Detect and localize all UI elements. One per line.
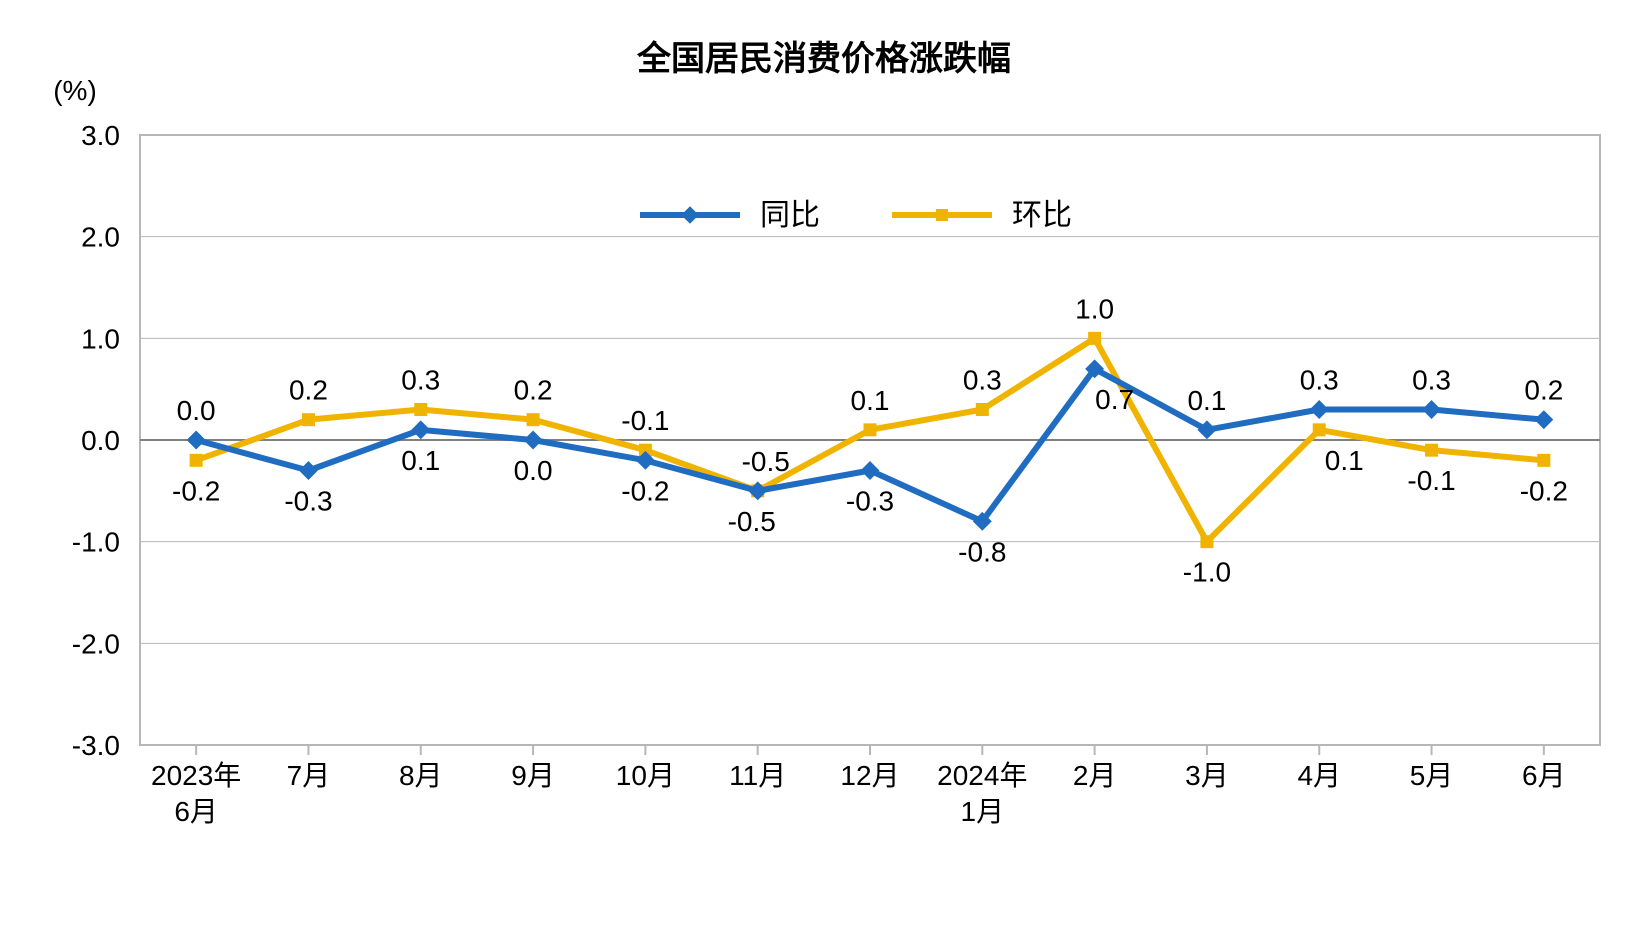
data-label-yoy: 0.2 bbox=[1524, 375, 1563, 406]
marker-mom bbox=[864, 424, 876, 436]
y-tick-label: 0.0 bbox=[81, 425, 120, 456]
x-tick-label: 10月 bbox=[616, 760, 675, 791]
data-label-yoy: -0.2 bbox=[621, 475, 669, 506]
legend-marker-mom bbox=[936, 209, 948, 221]
legend-label-mom: 环比 bbox=[1012, 199, 1072, 232]
data-label-mom: -0.1 bbox=[621, 405, 669, 436]
chart-bg bbox=[0, 0, 1649, 946]
y-unit-label: (%) bbox=[53, 75, 97, 106]
x-tick-label: 9月 bbox=[511, 760, 555, 791]
marker-mom bbox=[190, 454, 202, 466]
x-tick-label: 6月 bbox=[174, 796, 218, 827]
legend-label-yoy: 同比 bbox=[760, 199, 820, 232]
data-label-mom: -0.1 bbox=[1407, 465, 1455, 496]
marker-mom bbox=[1313, 424, 1325, 436]
data-label-yoy: 0.0 bbox=[514, 455, 553, 486]
y-tick-label: 3.0 bbox=[81, 120, 120, 151]
marker-mom bbox=[302, 414, 314, 426]
data-label-yoy: 0.1 bbox=[1187, 385, 1226, 416]
cpi-chart: 全国居民消费价格涨跌幅 (%) 3.0 2.0 1.0 0.0 -1.0 -2.0 -3.0 20… bbox=[0, 0, 1649, 946]
x-tick-label: 2月 bbox=[1073, 760, 1117, 791]
x-tick-label: 5月 bbox=[1410, 760, 1454, 791]
data-label-mom: -0.5 bbox=[742, 446, 790, 477]
x-tick-label: 11月 bbox=[729, 760, 786, 791]
marker-mom bbox=[1089, 332, 1101, 344]
y-tick-label: 2.0 bbox=[81, 222, 120, 253]
y-tick-label: -3.0 bbox=[72, 730, 120, 761]
x-tick-label: 8月 bbox=[399, 760, 443, 791]
marker-mom bbox=[527, 414, 539, 426]
x-tick-label: 1月 bbox=[961, 796, 1005, 827]
data-label-yoy: 0.7 bbox=[1095, 384, 1134, 415]
data-label-mom: 1.0 bbox=[1075, 293, 1114, 324]
data-label-yoy: -0.3 bbox=[284, 486, 332, 517]
data-label-yoy: -0.8 bbox=[958, 536, 1006, 567]
data-label-mom: -1.0 bbox=[1183, 557, 1231, 588]
data-label-yoy: 0.0 bbox=[177, 395, 216, 426]
data-label-yoy: -0.5 bbox=[728, 506, 776, 537]
y-tick-label: 1.0 bbox=[81, 323, 120, 354]
y-tick-label: -2.0 bbox=[72, 628, 120, 659]
x-tick-label: 6月 bbox=[1522, 760, 1566, 791]
marker-mom bbox=[1201, 536, 1213, 548]
x-tick-label: 2024年 bbox=[937, 760, 1027, 791]
x-tick-label: 7月 bbox=[287, 760, 331, 791]
data-label-mom: 0.2 bbox=[514, 375, 553, 406]
data-label-yoy: 0.3 bbox=[1300, 365, 1339, 396]
marker-mom bbox=[1538, 454, 1550, 466]
data-label-yoy: -0.3 bbox=[846, 486, 894, 517]
data-label-mom: 0.2 bbox=[289, 375, 328, 406]
marker-mom bbox=[1426, 444, 1438, 456]
marker-mom bbox=[415, 404, 427, 416]
chart-svg: 全国居民消费价格涨跌幅 (%) 3.0 2.0 1.0 0.0 -1.0 -2.0 -3.0 20… bbox=[0, 0, 1649, 946]
x-tick-label: 12月 bbox=[840, 760, 899, 791]
data-label-mom: 0.3 bbox=[963, 365, 1002, 396]
y-tick-label: -1.0 bbox=[72, 527, 120, 558]
x-tick-label: 4月 bbox=[1297, 760, 1341, 791]
data-label-mom: 0.1 bbox=[851, 385, 890, 416]
marker-mom bbox=[976, 404, 988, 416]
x-tick-label: 2023年 bbox=[151, 760, 241, 791]
data-label-mom: -0.2 bbox=[172, 475, 220, 506]
chart-title: 全国居民消费价格涨跌幅 bbox=[636, 39, 1011, 78]
data-label-mom: 0.3 bbox=[401, 365, 440, 396]
x-tick-label: 3月 bbox=[1185, 760, 1229, 791]
data-label-yoy: 0.1 bbox=[401, 445, 440, 476]
data-label-yoy: 0.3 bbox=[1412, 365, 1451, 396]
data-label-mom: 0.1 bbox=[1325, 445, 1364, 476]
data-label-mom: -0.2 bbox=[1520, 475, 1568, 506]
